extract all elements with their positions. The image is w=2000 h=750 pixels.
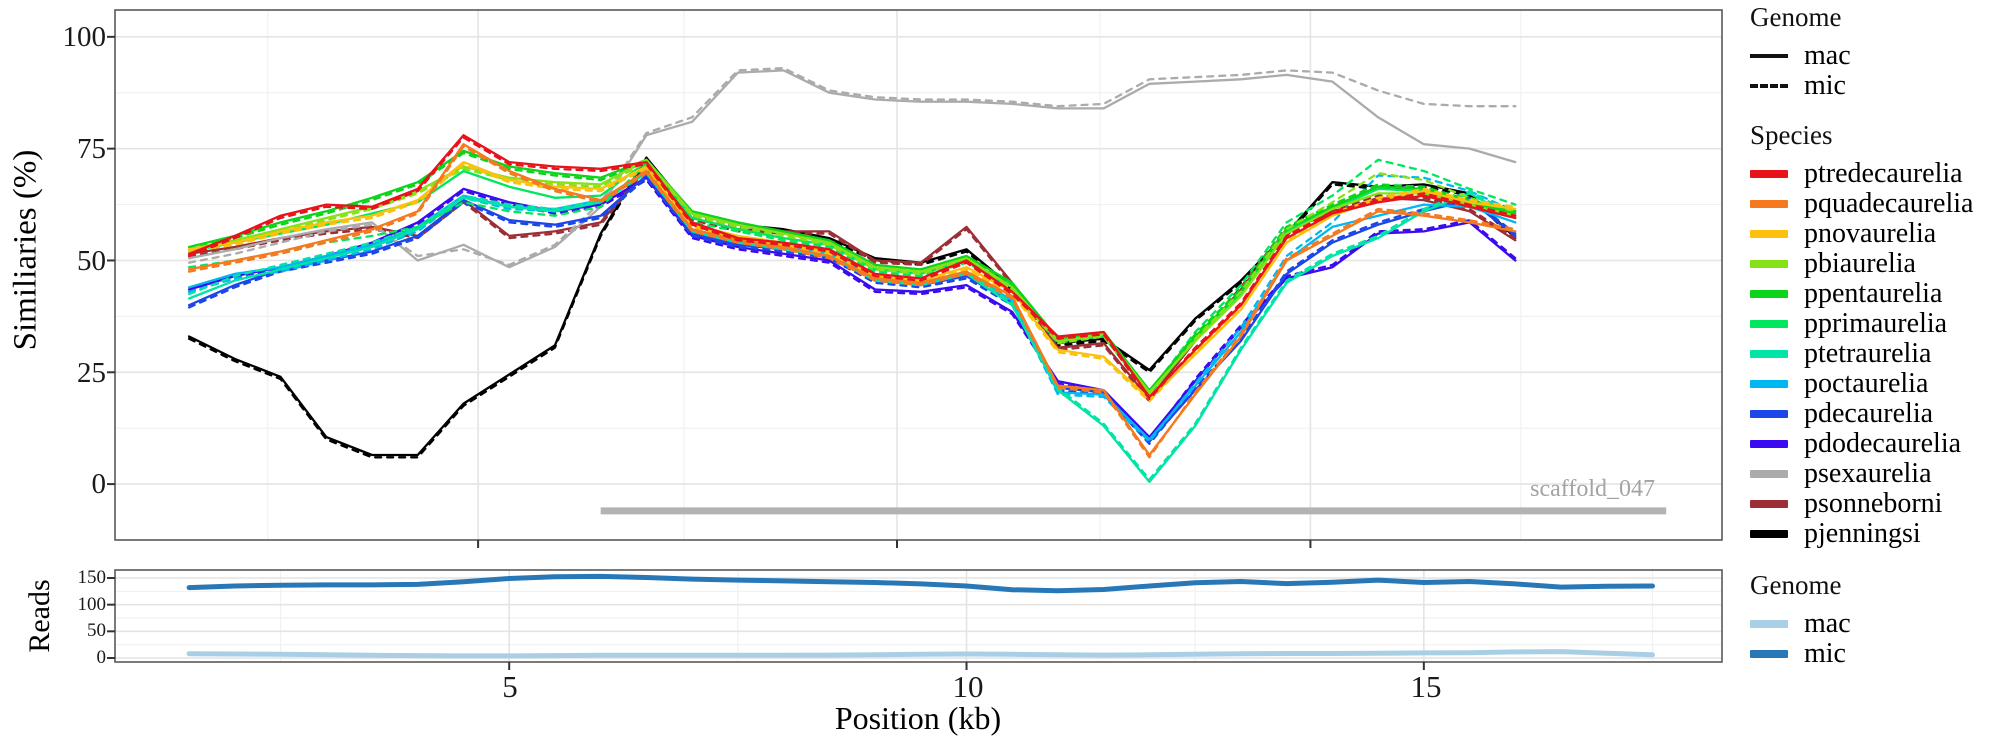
series-line-pdodecaurelia-mic xyxy=(187,178,1517,441)
legend-label: psonneborni xyxy=(1804,488,1943,519)
y-axis-title-similarity: Similiaries (%) xyxy=(7,149,44,351)
x-tick-5: 5 xyxy=(502,669,518,704)
dashed-line-swatch-icon xyxy=(1750,84,1788,88)
series-line-ppentaurelia-mac xyxy=(187,149,1517,392)
color-swatch-icon xyxy=(1750,530,1788,538)
legend-item-species: psonneborni xyxy=(1750,489,1973,519)
legend-label: pquadecaurelia xyxy=(1804,188,1974,219)
legend-item-genome-mic: mic xyxy=(1750,71,1851,101)
legend-genome-bottom: Genome mac mic xyxy=(1750,570,1851,669)
series-line-psonneborni-mic xyxy=(187,167,1517,403)
series-line-pprimaurelia-mic xyxy=(187,158,1517,394)
x-axis-title: Position (kb) xyxy=(834,700,1002,736)
y-tick-reads-100: 100 xyxy=(77,594,107,615)
color-swatch-icon xyxy=(1750,410,1788,418)
color-swatch-icon xyxy=(1750,260,1788,268)
y-tick-main-100: 100 xyxy=(62,21,107,53)
color-swatch-icon xyxy=(1750,380,1788,388)
legend-genome-top: Genome mac mic xyxy=(1750,2,1851,101)
legend-label: mic xyxy=(1804,70,1846,101)
series-line-psexaurelia-mic xyxy=(187,66,1517,267)
color-swatch-icon xyxy=(1750,290,1788,298)
legend-label: mic xyxy=(1804,638,1846,669)
color-swatch-icon xyxy=(1750,470,1788,478)
y-tick-main-75: 75 xyxy=(77,133,106,165)
color-swatch-icon xyxy=(1750,350,1788,358)
legend-item-species: pdecaurelia xyxy=(1750,399,1973,429)
legend-item-species: pbiaurelia xyxy=(1750,249,1973,279)
color-swatch-icon xyxy=(1750,320,1788,328)
legend-item-genome-mac: mac xyxy=(1750,41,1851,71)
y-tick-reads-150: 150 xyxy=(77,567,107,588)
legend-item-species: pprimaurelia xyxy=(1750,309,1973,339)
series-line-pdodecaurelia-mac xyxy=(187,176,1517,439)
legend-item-reads-mac: mac xyxy=(1750,609,1851,639)
x-tick-10: 10 xyxy=(952,669,984,704)
color-swatch-icon xyxy=(1750,170,1788,178)
series-line-mic-mic xyxy=(186,573,1655,594)
legend-species-title: Species xyxy=(1750,120,1833,150)
legend-genome-bottom-title: Genome xyxy=(1750,570,1842,600)
y-tick-reads-0: 0 xyxy=(96,647,107,668)
color-swatch-icon xyxy=(1750,650,1788,658)
solid-line-swatch-icon xyxy=(1750,54,1788,58)
series-line-pquadecaurelia-mic xyxy=(187,145,1517,459)
y-axis-title-reads: Reads xyxy=(23,579,56,653)
color-swatch-icon xyxy=(1750,500,1788,508)
panel-border xyxy=(114,569,1723,663)
legend-label: ptredecaurelia xyxy=(1804,158,1963,189)
series-line-psexaurelia-mac xyxy=(187,69,1517,269)
legend-label: mac xyxy=(1804,608,1851,639)
color-swatch-icon xyxy=(1750,230,1788,238)
legend-label: pprimaurelia xyxy=(1804,308,1948,339)
color-swatch-icon xyxy=(1750,620,1788,628)
legend-label: pdodecaurelia xyxy=(1804,428,1962,459)
legend-genome-top-title: Genome xyxy=(1750,2,1842,32)
y-tick-main-25: 25 xyxy=(77,357,106,389)
series-line-ptredecaurelia-mac xyxy=(187,134,1517,399)
legend-item-species: poctaurelia xyxy=(1750,369,1973,399)
x-tick-15: 15 xyxy=(1410,669,1442,704)
legend-label: psexaurelia xyxy=(1804,458,1932,489)
series-line-pdecaurelia-mic xyxy=(187,176,1517,445)
series-line-pprimaurelia-mac xyxy=(187,160,1517,396)
legend-label: poctaurelia xyxy=(1804,368,1929,399)
scaffold-label: scaffold_047 xyxy=(1530,476,1655,502)
legend-item-species: ptredecaurelia xyxy=(1750,159,1973,189)
legend-label: ppentaurelia xyxy=(1804,278,1943,309)
legend-item-reads-mic: mic xyxy=(1750,639,1851,669)
legend-label: mac xyxy=(1804,40,1851,71)
series-line-pquadecaurelia-mac xyxy=(187,143,1517,457)
legend-item-species: pquadecaurelia xyxy=(1750,189,1973,219)
legend-item-species: pjenningsi xyxy=(1750,519,1973,549)
y-tick-main-0: 0 xyxy=(91,468,107,500)
legend-item-species: pdodecaurelia xyxy=(1750,429,1973,459)
legend-item-species: psexaurelia xyxy=(1750,459,1973,489)
series-line-ptredecaurelia-mic xyxy=(187,136,1517,401)
legend-label: pdecaurelia xyxy=(1804,398,1934,429)
legend-item-species: ptetraurelia xyxy=(1750,339,1973,369)
color-swatch-icon xyxy=(1750,440,1788,448)
series-line-pbiaurelia-mic xyxy=(187,160,1517,396)
series-line-mac-mac xyxy=(186,649,1655,659)
legend-item-species: pnovaurelia xyxy=(1750,219,1973,249)
panel-border xyxy=(114,9,1723,541)
legend-species: Species ptredecaurelia pquadecaurelia pn… xyxy=(1750,120,1973,549)
y-tick-main-50: 50 xyxy=(77,245,106,277)
y-tick-reads-50: 50 xyxy=(87,620,106,641)
legend-label: pnovaurelia xyxy=(1804,218,1937,249)
series-line-ppentaurelia-mic xyxy=(187,151,1517,394)
color-swatch-icon xyxy=(1750,200,1788,208)
legend-label: pbiaurelia xyxy=(1804,248,1916,279)
legend-item-species: ppentaurelia xyxy=(1750,279,1973,309)
legend-label: ptetraurelia xyxy=(1804,338,1932,369)
legend-label: pjenningsi xyxy=(1804,518,1921,549)
